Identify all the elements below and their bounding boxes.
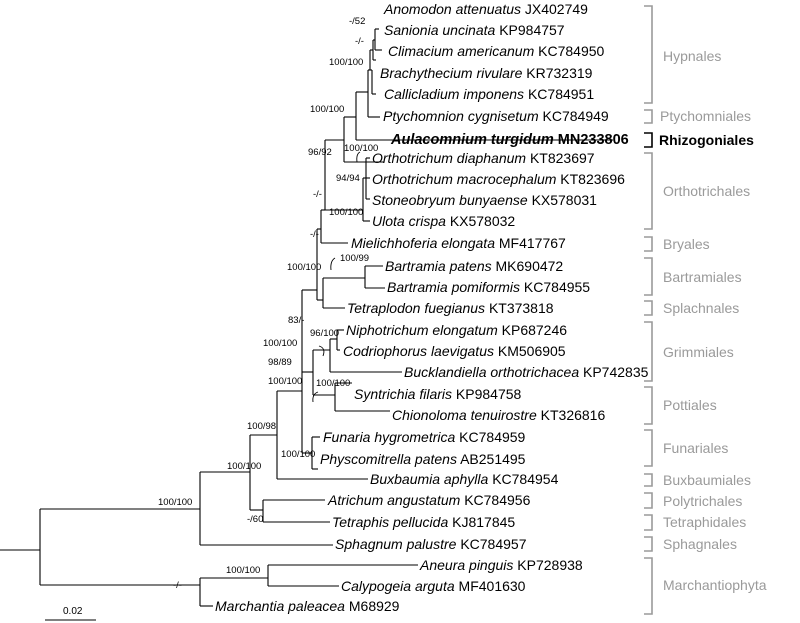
support-value: 100/100 — [226, 565, 260, 576]
tip-label: Orthotrichum macrocephalum KT823696 — [372, 171, 625, 187]
group-label: Buxbaumiales — [663, 472, 751, 488]
support-value: 98/89 — [268, 357, 292, 368]
tip-label: Anomodon attenuatus JX402749 — [383, 1, 588, 17]
support-value: 83/- — [288, 315, 304, 326]
tip-label: Sanionia uncinata KP984757 — [384, 22, 565, 38]
support-value: 96/100 — [310, 328, 339, 339]
group-label: Sphagnales — [663, 536, 737, 552]
tip-label: Funaria hygrometrica KC784959 — [323, 429, 526, 445]
tip-label: Syntrichia filaris KP984758 — [354, 386, 522, 402]
support-value: 100/100 — [316, 378, 350, 389]
group-label: Polytrichales — [663, 493, 742, 509]
tip-label: Brachythecium rivulare KR732319 — [380, 65, 593, 81]
order-brackets — [644, 5, 653, 615]
support-value: -/- — [355, 36, 364, 47]
group-label: Orthotrichales — [663, 183, 750, 199]
tip-label: Marchantia paleacea M68929 — [215, 598, 400, 614]
tip-label: Bartramia pomiformis KC784955 — [387, 279, 590, 295]
support-value: 100/100 — [329, 207, 363, 218]
group-label: Hypnales — [663, 48, 721, 64]
support-value: 100/100 — [268, 376, 302, 387]
tip-label: Buxbaumia aphylla KC784954 — [370, 471, 559, 487]
support-value: -/52 — [349, 16, 365, 27]
group-label: Ptychomniales — [660, 108, 751, 124]
tip-label: Mielichhoferia elongata MF417767 — [351, 235, 566, 251]
group-label-focal: Rhizogoniales — [659, 132, 754, 148]
support-value: 100/100 — [158, 497, 192, 508]
support-callout-arrows — [312, 151, 361, 403]
tip-label: Tetraphis pellucida KJ817845 — [332, 514, 515, 530]
support-value: -/60 — [247, 514, 263, 525]
support-value: 100/100 — [227, 461, 261, 472]
tip-label: Climacium americanum KC784950 — [388, 43, 605, 59]
support-value: 100/100 — [329, 57, 363, 68]
tip-label: Calypogeia arguta MF401630 — [341, 578, 526, 594]
tip-label: Chionoloma tenuirostre KT326816 — [392, 407, 605, 423]
group-label: Bartramiales — [663, 269, 742, 285]
tip-label: Aneura pinguis KP728938 — [419, 557, 583, 573]
tip-label: Orthotrichum diaphanum KT823697 — [372, 150, 595, 166]
group-label: Funariales — [663, 440, 728, 456]
tip-label: Ptychomnion cygnisetum KC784949 — [383, 108, 609, 124]
support-value: 96/92 — [308, 147, 332, 158]
tip-label: Tetraplodon fuegianus KT373818 — [347, 300, 554, 316]
scale-bar-label: 0.02 — [63, 606, 83, 617]
group-label: Splachnales — [663, 300, 739, 316]
tip-label: Sphagnum palustre KC784957 — [335, 536, 527, 552]
group-label: Tetraphidales — [663, 514, 746, 530]
order-labels: Hypnales Ptychomniales Rhizogoniales Ort… — [659, 48, 767, 593]
support-values: -/52 -/- 100/100 100/100 96/92 100/100 9… — [158, 16, 378, 591]
support-value: -/- — [173, 580, 182, 591]
tip-label-focal: Aulacomnium turgidum MN233806 — [390, 132, 629, 148]
tip-label: Ulota crispa KX578032 — [372, 213, 515, 229]
tip-labels: Anomodon attenuatus JX402749 Sanionia un… — [215, 1, 649, 614]
tree-branches — [0, 28, 613, 607]
support-value: 100/99 — [340, 253, 369, 264]
tip-label: Callicladium imponens KC784951 — [384, 86, 594, 102]
support-value: -/- — [310, 229, 319, 240]
support-value: 100/100 — [344, 143, 378, 154]
tip-label: Atrichum angustatum KC784956 — [327, 492, 531, 508]
support-value: 100/98 — [247, 421, 276, 432]
tip-label: Niphotrichum elongatum KP687246 — [346, 322, 567, 338]
support-value: -/- — [313, 189, 322, 200]
group-label: Grimmiales — [663, 344, 734, 360]
tip-label: Bartramia patens MK690472 — [385, 258, 563, 274]
support-value: 100/100 — [287, 262, 321, 273]
support-value: 100/100 — [281, 449, 315, 460]
group-label: Bryales — [663, 236, 710, 252]
tip-label: Codriophorus laevigatus KM506905 — [343, 343, 566, 359]
tip-label: Physcomitrella patens AB251495 — [320, 451, 526, 467]
tip-label: Bucklandiella orthotrichacea KP742835 — [404, 364, 649, 380]
tip-label: Stoneobryum bunyaense KX578031 — [372, 192, 597, 208]
support-value: 100/100 — [310, 104, 344, 115]
support-value: 94/94 — [336, 173, 360, 184]
group-label: Marchantiophyta — [663, 577, 767, 593]
support-value: 100/100 — [263, 338, 297, 349]
scale-bar: 0.02 — [45, 606, 96, 621]
group-label: Pottiales — [663, 397, 717, 413]
